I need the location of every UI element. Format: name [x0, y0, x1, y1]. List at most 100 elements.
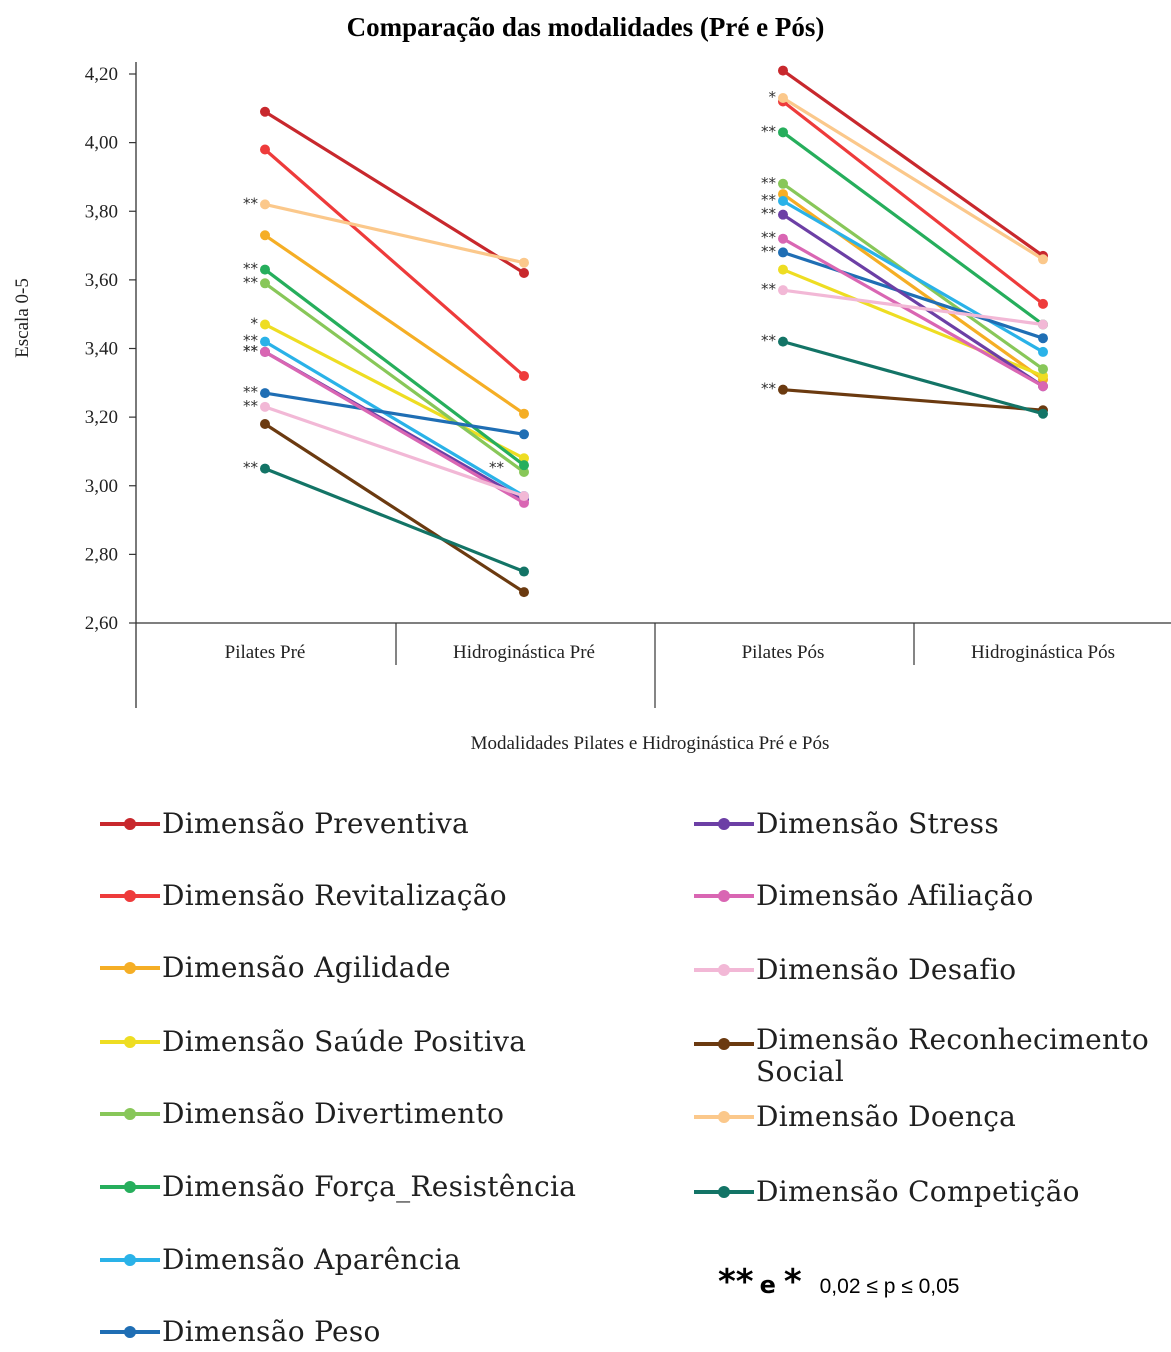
- data-point: [260, 401, 270, 412]
- y-tick-label: 4,00: [85, 133, 118, 154]
- series-line: [263, 281, 526, 474]
- legend-label: Dimensão Stress: [756, 807, 1000, 840]
- data-point: [778, 264, 788, 275]
- series-line: [781, 340, 1045, 416]
- legend-label: Dimensão Revitalização: [162, 879, 507, 912]
- data-point: [778, 178, 788, 189]
- data-point: [519, 497, 529, 508]
- data-point: [778, 285, 788, 296]
- significance-mark: **: [761, 191, 777, 209]
- legend-item: Dimensão Divertimento: [98, 1094, 504, 1134]
- data-point: [260, 144, 270, 155]
- series-line: [263, 466, 526, 574]
- legend-item: Dimensão Revitalização: [98, 876, 507, 916]
- series-line: [263, 391, 526, 436]
- significance-mark: **: [243, 459, 259, 477]
- x-tick-label: Pilates Pré: [225, 642, 306, 663]
- data-point: [260, 418, 270, 429]
- data-point: [778, 189, 788, 200]
- series-line: [781, 288, 1045, 327]
- series-line: [781, 250, 1045, 340]
- series-line: [263, 322, 526, 460]
- data-point: [519, 408, 529, 419]
- legend-item: Dimensão Afiliação: [692, 876, 1034, 916]
- legend-swatch: [100, 1326, 160, 1338]
- legend-swatch: [100, 1254, 160, 1266]
- significance-mark: **: [761, 205, 777, 223]
- y-tick-label: 3,20: [85, 407, 118, 428]
- legend-item: Dimensão Saúde Positiva: [98, 1022, 526, 1062]
- y-tick-label: 3,80: [85, 201, 118, 222]
- series-line: [263, 405, 526, 498]
- y-tick-label: 2,80: [85, 544, 118, 565]
- data-point: [1038, 254, 1048, 265]
- significance-mark: **: [243, 260, 259, 278]
- legend-item: Dimensão Aparência: [98, 1240, 461, 1280]
- y-tick-label: 3,00: [85, 476, 118, 497]
- legend-item: Dimensão Desafio: [692, 950, 1016, 990]
- legend-label: Dimensão Doença: [756, 1100, 1017, 1133]
- significance-mark: **: [243, 383, 259, 401]
- y-axis-title: Escala 0-5: [12, 278, 33, 358]
- x-tick-label: Hidroginástica Pós: [971, 642, 1115, 663]
- significance-mark: **: [489, 459, 505, 477]
- legend-swatch: [100, 1036, 160, 1048]
- data-point: [1038, 319, 1048, 330]
- series-line: [263, 202, 526, 265]
- legend-item: Dimensão Doença: [692, 1097, 1016, 1137]
- significance-mark: **: [761, 229, 777, 247]
- note-double-star: **: [718, 1262, 754, 1302]
- note-conjunction: e: [759, 1271, 776, 1299]
- significance-mark: **: [243, 332, 259, 350]
- significance-mark: **: [243, 342, 259, 360]
- significance-note: ** e * 0,02 ≤ p ≤ 0,05: [718, 1262, 959, 1302]
- data-point: [778, 233, 788, 244]
- legend-swatch: [694, 1186, 754, 1198]
- data-point: [260, 199, 270, 210]
- y-tick-label: 2,60: [85, 613, 118, 634]
- legend-swatch: [694, 1111, 754, 1123]
- legend-label: Dimensão Reconhecimento Social: [756, 1023, 1150, 1088]
- data-point: [260, 346, 270, 357]
- data-point: [1038, 333, 1048, 344]
- data-point: [519, 566, 529, 577]
- legend-item: Dimensão Agilidade: [98, 948, 451, 988]
- series-line: [263, 350, 526, 505]
- legend-item: Dimensão Preventiva: [98, 804, 469, 844]
- data-point: [1038, 370, 1048, 381]
- data-point: [519, 429, 529, 440]
- legend-swatch: [100, 1181, 160, 1193]
- series-line: [263, 422, 526, 594]
- legend-swatch: [100, 962, 160, 974]
- data-point: [519, 491, 529, 502]
- legend-label: Dimensão Saúde Positiva: [162, 1025, 527, 1058]
- note-single-star: *: [783, 1262, 802, 1302]
- significance-mark: *: [769, 88, 777, 106]
- y-tick-label: 3,60: [85, 270, 118, 291]
- legend-swatch: [694, 964, 754, 976]
- series-line: [781, 213, 1045, 388]
- legend-item: Dimensão Força_Resistência: [98, 1167, 576, 1207]
- legend-item: Dimensão Reconhecimento Social: [692, 1024, 1171, 1088]
- data-point: [1038, 364, 1048, 375]
- legend-swatch: [694, 1038, 754, 1050]
- legend-label: Dimensão Preventiva: [162, 807, 470, 840]
- data-point: [778, 65, 788, 76]
- significance-mark: **: [761, 242, 777, 260]
- y-tick-label: 3,40: [85, 339, 118, 360]
- series-line: [781, 237, 1045, 388]
- legend-label: Dimensão Peso: [162, 1315, 381, 1348]
- data-point: [1038, 298, 1048, 309]
- data-point: [519, 460, 529, 471]
- data-point: [1038, 346, 1048, 357]
- significance-mark: **: [761, 122, 777, 140]
- series-line: [781, 130, 1045, 327]
- legend-label: Dimensão Força_Resistência: [162, 1170, 577, 1203]
- legend-label: Dimensão Competição: [756, 1175, 1080, 1208]
- data-point: [778, 247, 788, 258]
- series-line: [781, 199, 1045, 354]
- data-point: [778, 209, 788, 220]
- legend-label: Dimensão Agilidade: [162, 951, 451, 984]
- x-axis-title: Modalidades Pilates e Hidroginástica Pré…: [471, 733, 830, 754]
